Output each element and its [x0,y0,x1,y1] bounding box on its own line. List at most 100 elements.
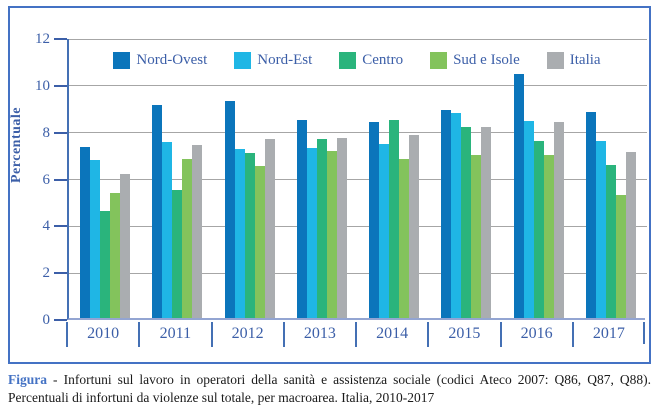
bar [625,151,636,318]
caption: Figura - Infortuni sul lavoro in operato… [8,371,651,407]
bar [162,142,173,318]
bar [553,122,564,318]
y-axis-tick [54,178,67,181]
legend-item: Centro [339,52,403,69]
bar [369,122,380,318]
bar [326,150,337,318]
bar [296,120,307,318]
grid-line [69,179,647,180]
legend-label: Italia [569,52,601,68]
year-separator [571,322,574,347]
bar [234,149,245,318]
legend-item: Sud e Isole [430,52,520,69]
year-separator [355,322,357,347]
caption-figura-label: Figura [8,372,47,387]
bar [224,101,235,318]
caption-line-1: Figura - Infortuni sul lavoro in operato… [8,371,651,389]
caption-line-2: Percentuali di infortuni da violenze sul… [8,390,435,405]
year-separator [282,322,285,347]
legend-item: Italia [546,52,601,69]
year-separator [643,322,645,344]
y-axis-tick [54,225,67,228]
y-tick-label: 6 [42,171,51,188]
bar [441,109,452,318]
legend-item: Nord-Ovest [113,52,207,69]
year-separator [66,322,68,347]
legend-swatch [546,52,564,69]
grid-line [69,38,647,40]
y-tick-label: 4 [42,218,51,235]
year-label: 2012 [231,325,264,342]
bar [615,195,626,318]
year-separator [427,322,430,347]
bar [379,143,390,318]
caption-text-1: - Infortuni sul lavoro in operatori dell… [53,372,651,387]
legend-swatch [113,52,131,69]
year-label: 2014 [376,325,409,342]
y-axis-tick [54,84,67,87]
y-tick-label: 10 [35,77,50,94]
bar [481,127,492,318]
bar [471,155,482,318]
bar [336,137,347,318]
bar [409,135,420,318]
year-separator [210,322,213,347]
grid-line [69,132,647,134]
bar [80,147,91,318]
y-axis-tick [54,272,67,275]
grid-line [69,225,647,227]
plot-area: Nord-Ovest Nord-Est Centro Sud e Isole Itali… [35,32,647,328]
legend-label: Nord-Ovest [136,52,208,68]
bar [523,121,534,318]
chart-figure: Percentuale Nord-Ovest Nord-Est Centro Sud … [8,6,651,364]
bar [595,141,606,318]
y-axis-tick [54,319,67,321]
bar [306,148,317,318]
bar [389,120,400,318]
bar [192,144,203,318]
bar [264,138,275,318]
bar [152,104,163,318]
y-tick-label: 8 [42,124,51,141]
y-axis-tick [54,38,67,40]
year-separator [499,322,502,347]
legend-label: Centro [362,52,404,68]
year-label: 2013 [303,325,336,342]
x-axis: 2010 2011 2012 2013 2014 2015 2016 2017 [66,322,645,347]
legend-swatch [430,52,448,69]
bar [543,155,554,318]
bar [172,190,183,318]
bar [399,158,410,318]
grid-line [69,272,647,274]
bar [100,211,111,318]
legend-item: Nord-Est [234,52,312,69]
bar [120,174,131,318]
bar [254,165,265,318]
bar [451,113,462,318]
year-label: 2015 [448,325,481,342]
y-tick-label: 0 [42,312,51,328]
bar [90,159,101,318]
year-label: 2016 [520,325,553,342]
year-separator [138,322,141,347]
year-label: 2017 [592,325,625,342]
bar [244,152,255,318]
bar [316,138,327,318]
legend-swatch [339,52,357,69]
legend-label: Sud e Isole [453,52,520,68]
y-tick-label: 2 [42,265,51,282]
legend-label: Nord-Est [257,52,313,68]
bar [605,164,616,318]
year-label: 2010 [87,325,120,342]
bar [110,192,121,318]
bar [182,158,193,318]
y-axis-tick [54,131,67,134]
grid-line [69,85,647,87]
legend-swatch [234,52,252,69]
bar [461,127,472,318]
bar [533,141,544,318]
bar [513,74,524,318]
y-tick-label: 12 [35,31,50,47]
legend: Nord-Ovest Nord-Est Centro Sud e Isole Itali… [69,52,645,69]
